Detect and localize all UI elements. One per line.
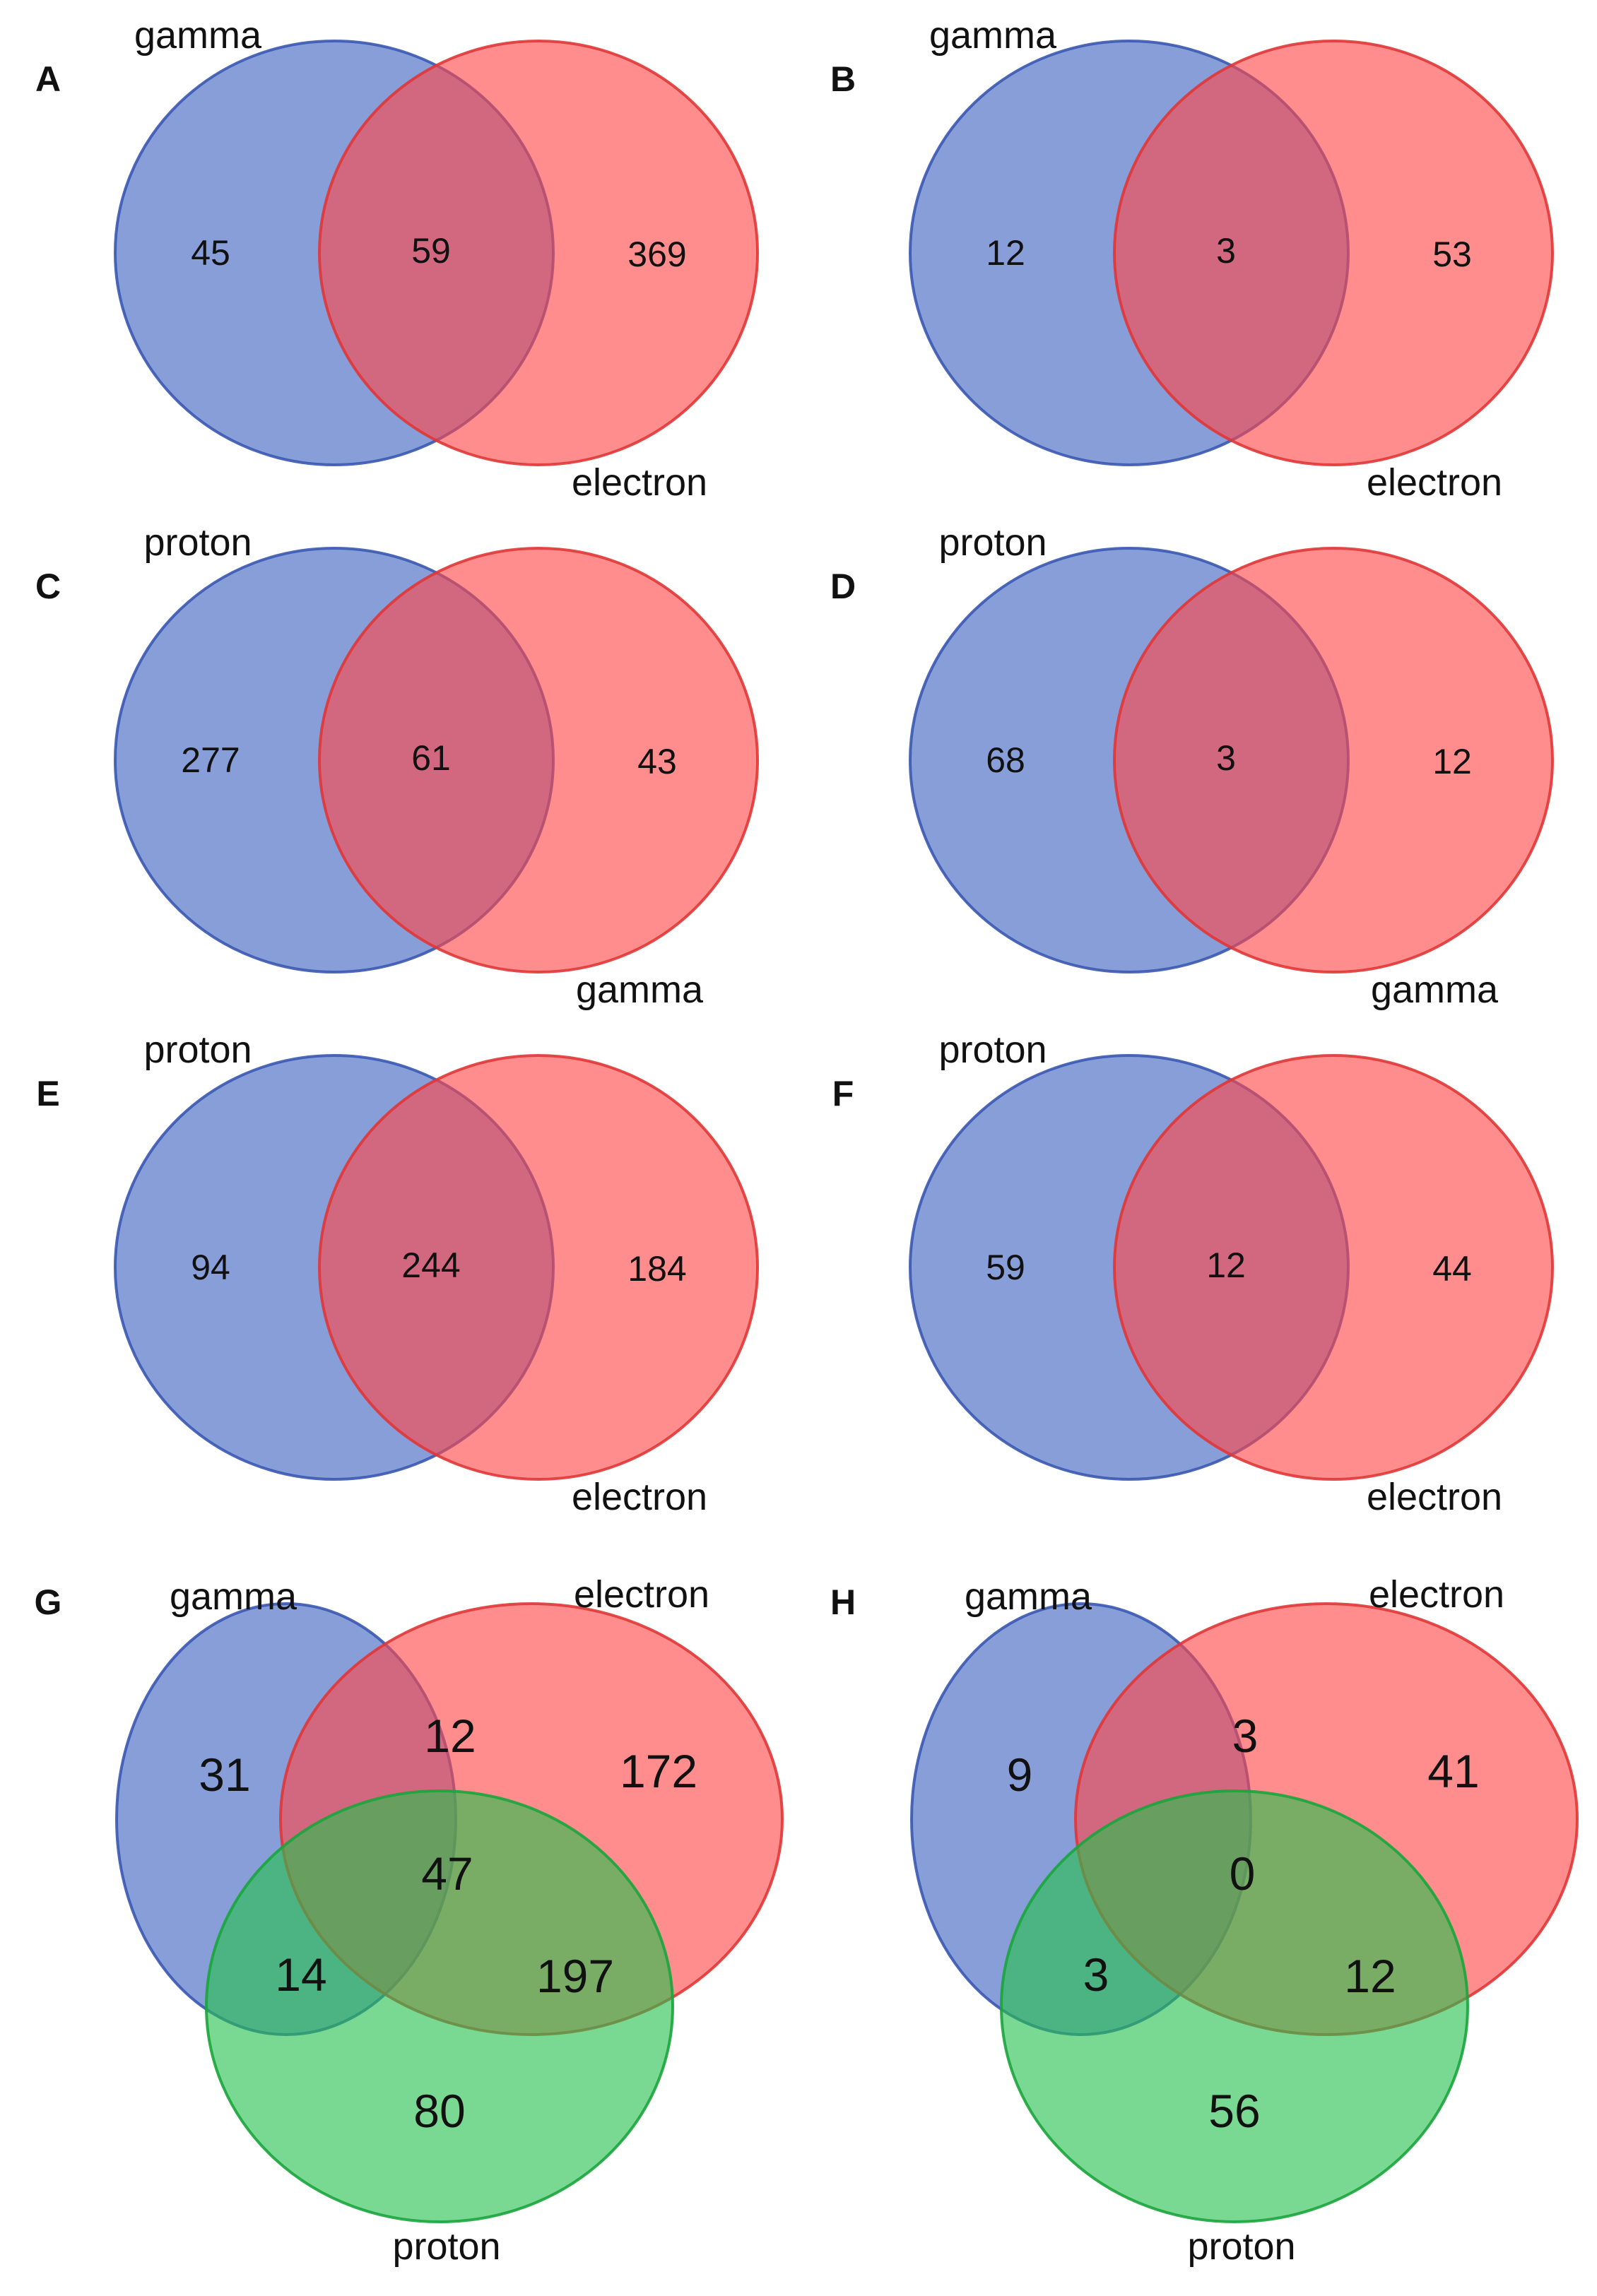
count-gamma-electron: 3	[1232, 1710, 1259, 1762]
set-label-left: proton	[938, 521, 1047, 564]
count-right-only: 12	[1432, 742, 1472, 781]
set-label-electron: electron	[574, 1573, 709, 1616]
count-right-only: 44	[1432, 1249, 1472, 1289]
set-label-right: electron	[1367, 1476, 1502, 1518]
count-all-three: 47	[421, 1847, 473, 1900]
panel-letter: B	[830, 59, 856, 99]
set-circle-proton	[205, 1789, 674, 2223]
count-gamma-proton: 3	[1083, 1948, 1109, 2001]
set-circle-electron	[318, 40, 759, 466]
count-right-only: 43	[637, 742, 677, 781]
count-gamma-proton: 14	[275, 1948, 326, 2001]
set-label-left: gamma	[134, 14, 262, 57]
set-label-right: gamma	[1371, 969, 1499, 1011]
panel-letter: A	[35, 59, 61, 99]
count-electron-only: 41	[1427, 1745, 1479, 1797]
count-right-only: 184	[627, 1249, 686, 1289]
set-circle-electron	[318, 1054, 759, 1481]
count-intersection: 61	[411, 738, 451, 778]
set-label-proton: proton	[1187, 2225, 1295, 2268]
set-label-right: electron	[572, 1476, 707, 1518]
set-label-electron: electron	[1369, 1573, 1504, 1616]
set-label-proton: proton	[392, 2225, 500, 2268]
set-label-left: proton	[143, 1029, 252, 1071]
panel-letter: C	[35, 567, 61, 606]
count-left-only: 12	[986, 233, 1025, 273]
set-label-gamma: gamma	[965, 1575, 1092, 1618]
count-electron-proton: 197	[536, 1950, 614, 2002]
panel-letter: F	[832, 1074, 854, 1113]
panel-letter: G	[35, 1582, 62, 1622]
panel-letter: E	[36, 1074, 59, 1113]
count-left-only: 68	[986, 740, 1025, 780]
set-label-left: proton	[143, 521, 252, 564]
set-label-right: electron	[572, 461, 707, 504]
set-label-right: electron	[1367, 461, 1502, 504]
panel-letter: H	[830, 1582, 856, 1622]
set-circle-gamma	[318, 547, 759, 974]
count-gamma-only: 31	[199, 1748, 250, 1801]
count-intersection: 3	[1216, 738, 1236, 778]
set-circle-proton	[1000, 1789, 1469, 2223]
set-circle-electron	[1113, 1054, 1554, 1481]
count-left-only: 94	[191, 1248, 230, 1287]
count-left-only: 59	[986, 1248, 1025, 1287]
count-gamma-only: 9	[1007, 1748, 1033, 1801]
count-left-only: 45	[191, 233, 230, 273]
count-intersection: 59	[411, 231, 451, 271]
count-intersection: 3	[1216, 231, 1236, 271]
count-electron-proton: 12	[1344, 1950, 1396, 2002]
set-circle-electron	[1113, 40, 1554, 466]
count-proton-only: 56	[1208, 2085, 1260, 2137]
set-label-left: gamma	[929, 14, 1057, 57]
count-right-only: 369	[627, 235, 686, 274]
count-gamma-electron: 12	[424, 1710, 476, 1762]
set-circle-gamma	[1113, 547, 1554, 974]
count-all-three: 0	[1230, 1847, 1256, 1900]
panel-letter: D	[830, 567, 856, 606]
count-proton-only: 80	[413, 2085, 465, 2137]
count-left-only: 277	[181, 740, 240, 780]
set-label-gamma: gamma	[170, 1575, 297, 1618]
set-label-right: gamma	[576, 969, 704, 1011]
set-label-left: proton	[938, 1029, 1047, 1071]
count-intersection: 12	[1206, 1245, 1246, 1285]
count-right-only: 53	[1432, 235, 1472, 274]
count-intersection: 244	[401, 1245, 460, 1285]
count-electron-only: 172	[620, 1745, 697, 1797]
